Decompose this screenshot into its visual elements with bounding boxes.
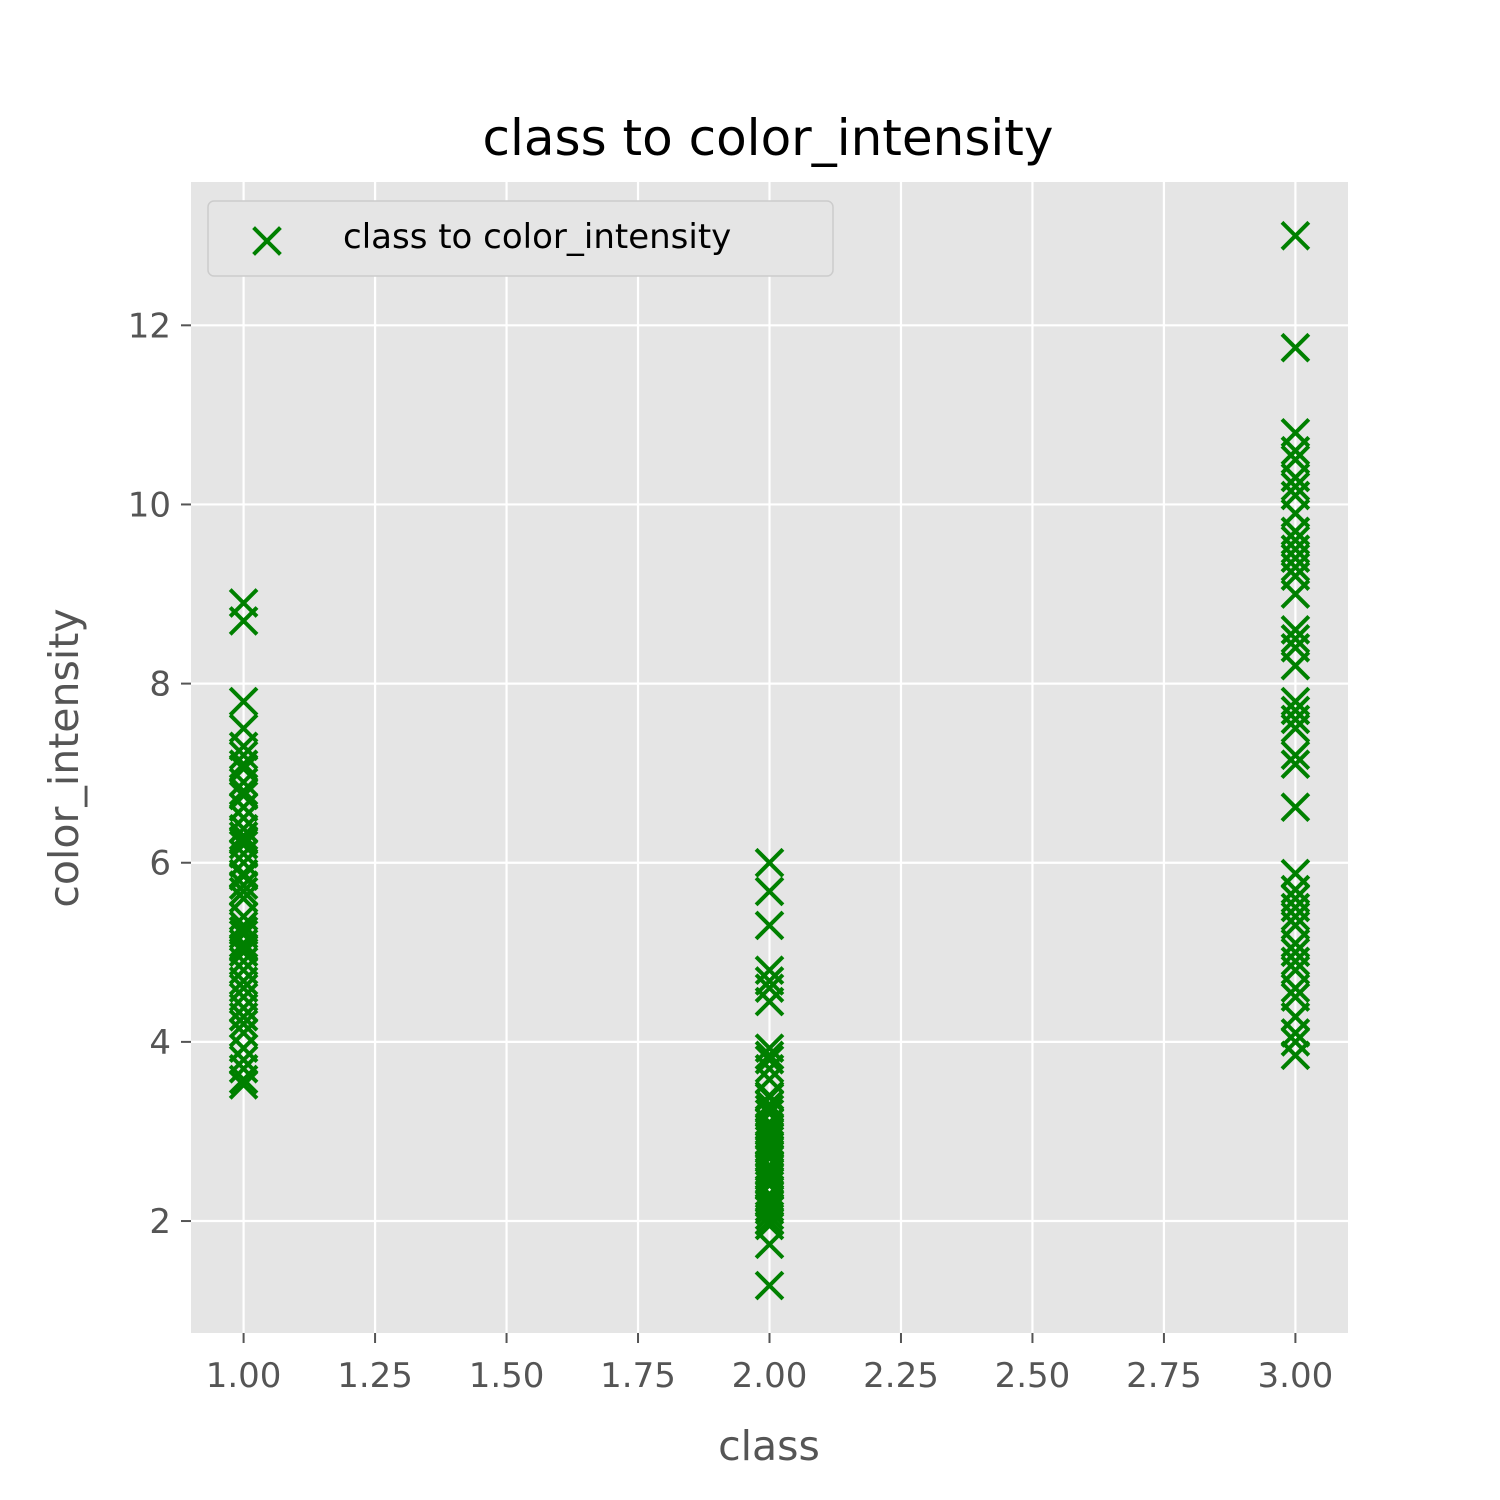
data-point xyxy=(1280,883,1311,914)
data-point xyxy=(228,1044,259,1075)
data-point xyxy=(754,1064,785,1095)
data-point xyxy=(1280,858,1311,889)
data-point xyxy=(228,993,259,1023)
data-point xyxy=(1280,695,1311,726)
data-point xyxy=(228,966,259,996)
legend-marker-icon xyxy=(252,226,282,256)
data-point xyxy=(228,813,259,844)
data-point xyxy=(1280,792,1311,823)
x-axis-label: class xyxy=(718,1422,820,1470)
data-point xyxy=(1280,740,1311,771)
legend-entry-label: class to color_intensity xyxy=(343,217,731,257)
y-tick-label: 12 xyxy=(128,306,171,346)
data-point xyxy=(1280,471,1311,502)
data-point xyxy=(754,1033,785,1063)
x-tick-label: 2.75 xyxy=(1126,1356,1202,1396)
data-point xyxy=(228,803,259,833)
scatter-points xyxy=(228,220,1311,1301)
data-point xyxy=(754,966,785,996)
data-point xyxy=(754,910,785,941)
data-point xyxy=(1280,1027,1311,1057)
x-tick-label: 2.50 xyxy=(995,1356,1071,1396)
data-point xyxy=(1280,982,1311,1012)
data-point xyxy=(1280,417,1311,448)
data-point xyxy=(228,870,259,900)
data-point xyxy=(228,1053,259,1084)
y-tick-label: 4 xyxy=(149,1023,171,1063)
data-point xyxy=(228,740,259,771)
data-point xyxy=(754,876,785,907)
data-point xyxy=(228,825,259,856)
data-point xyxy=(228,858,259,889)
data-point xyxy=(754,1040,785,1071)
data-point xyxy=(1280,332,1311,363)
data-point xyxy=(228,1064,259,1095)
data-point xyxy=(1280,444,1311,475)
data-point xyxy=(1280,220,1311,251)
data-point xyxy=(754,1044,785,1075)
legend-box xyxy=(207,200,834,277)
y-axis-label: color_intensity xyxy=(40,608,88,907)
data-point xyxy=(754,1089,785,1120)
data-point xyxy=(1280,937,1311,968)
legend: class to color_intensity xyxy=(207,200,834,277)
y-tick-label: 6 xyxy=(149,844,171,884)
data-point xyxy=(228,686,259,717)
data-point xyxy=(1280,749,1311,780)
x-tick-label: 1.25 xyxy=(337,1356,413,1396)
data-point xyxy=(228,713,259,744)
data-point xyxy=(754,955,785,986)
data-point xyxy=(1280,525,1311,556)
data-point xyxy=(228,588,259,618)
data-point xyxy=(1280,615,1311,645)
chart-title: class to color_intensity xyxy=(483,109,1054,167)
x-tick-label: 1.00 xyxy=(206,1356,282,1396)
data-point xyxy=(228,910,259,941)
x-tick-label: 2.00 xyxy=(732,1356,808,1396)
data-point xyxy=(754,1270,785,1301)
data-point xyxy=(1280,686,1311,717)
x-tick-label: 3.00 xyxy=(1258,1356,1334,1396)
data-point xyxy=(228,1001,259,1032)
x-axis-ticks: 1.00 1.25 1.50 1.75 2.00 2.25 2.50 2.75 3.00 xyxy=(206,1333,1334,1396)
x-tick-label: 2.25 xyxy=(863,1356,939,1396)
y-axis-ticks: 2 4 6 8 10 12 xyxy=(128,306,191,1242)
x-tick-label: 1.50 xyxy=(469,1356,545,1396)
data-point xyxy=(1280,1001,1311,1032)
y-tick-label: 2 xyxy=(149,1202,171,1242)
data-point xyxy=(754,847,785,878)
data-point xyxy=(228,776,259,806)
data-point xyxy=(1280,623,1311,654)
legend-x-marker xyxy=(252,226,282,256)
x-tick-label: 1.75 xyxy=(600,1356,676,1396)
y-tick-label: 8 xyxy=(149,665,171,705)
y-tick-label: 10 xyxy=(128,485,171,525)
